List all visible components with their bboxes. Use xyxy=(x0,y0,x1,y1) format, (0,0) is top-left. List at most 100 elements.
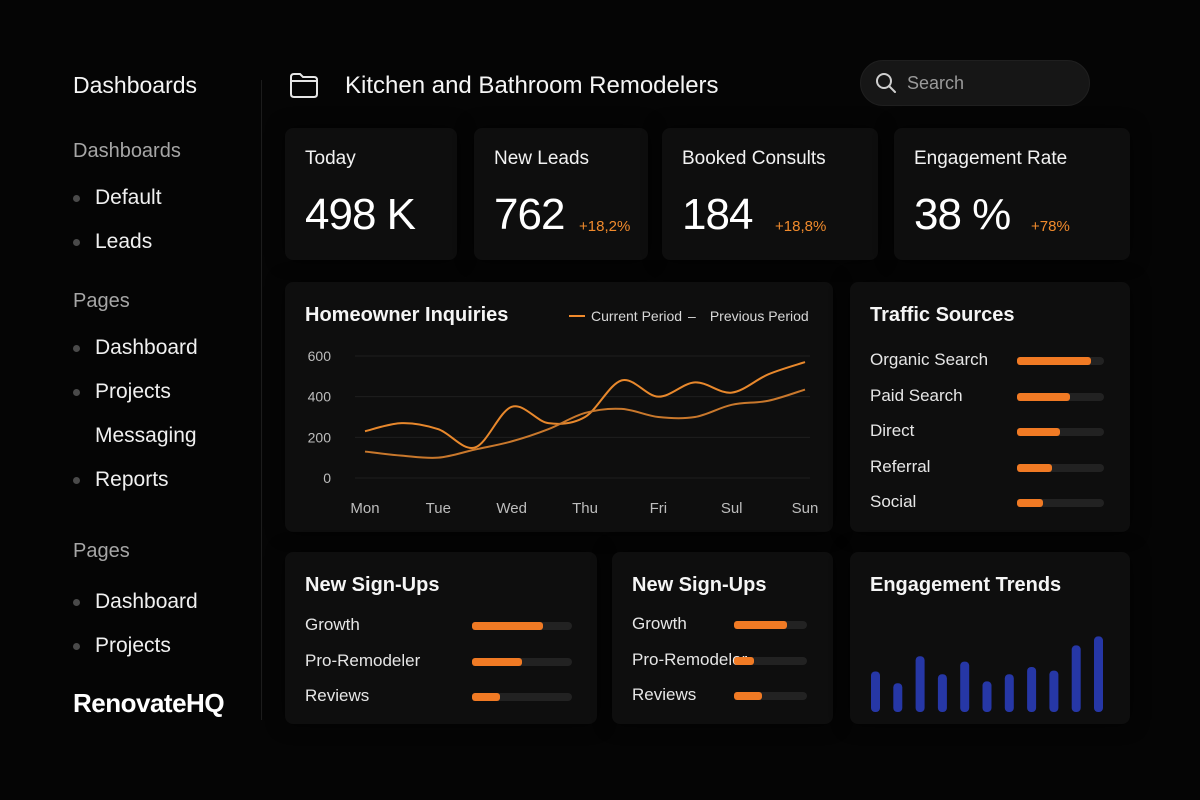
x-tick-label: Mon xyxy=(350,500,379,517)
sidebar-item-default[interactable]: Default xyxy=(73,184,162,212)
sidebar-item-dashboard[interactable]: Dashboard xyxy=(73,334,198,362)
kpi-card-new-leads: New Leads 762 +18,2% xyxy=(474,128,648,260)
sidebar-item-label: Leads xyxy=(95,230,153,253)
sidebar-item-label: Default xyxy=(95,186,162,209)
bar-label: Social xyxy=(870,492,917,511)
bullet-icon xyxy=(73,642,80,650)
traffic-title: Traffic Sources xyxy=(870,304,1015,326)
bar-fill xyxy=(1017,392,1071,401)
bar-fill xyxy=(734,692,762,700)
engagement-card: Engagement Trends xyxy=(850,552,1130,724)
engagement-bar xyxy=(1027,667,1037,712)
bar-label: Growth xyxy=(305,615,360,634)
bar-fill xyxy=(734,621,787,629)
sidebar-section-pages: Pages xyxy=(73,290,130,312)
kpi-delta: +18,2% xyxy=(579,218,631,235)
bar-track xyxy=(472,657,572,666)
inquiries-title: Homeowner Inquiries xyxy=(305,304,509,326)
bar-fill xyxy=(1017,499,1044,507)
sidebar-item-reports[interactable]: Reports xyxy=(73,466,169,494)
kpi-value: 38 % xyxy=(914,190,1011,239)
engagement-bar xyxy=(871,671,880,712)
bar-fill xyxy=(472,622,543,630)
inquiries-card: Homeowner Inquiries Current Period – Pre… xyxy=(285,282,833,532)
x-tick-label: Sun xyxy=(792,500,819,517)
bar-label: Reviews xyxy=(632,685,697,704)
kpi-label: Today xyxy=(305,148,356,169)
traffic-card: Traffic Sources Organic Search Paid Searc… xyxy=(850,282,1130,532)
kpi-label: Engagement Rate xyxy=(914,148,1068,169)
brand-logo: RenovateHQ xyxy=(73,688,225,718)
bar-track xyxy=(472,622,572,630)
legend-separator: – xyxy=(688,308,696,324)
kpi-delta: +78% xyxy=(1031,218,1070,235)
kpi-value: 184 xyxy=(682,190,753,239)
search-icon xyxy=(876,73,896,93)
legend-swatch xyxy=(569,315,585,317)
bar-track xyxy=(472,693,572,701)
signups-card-1: New Sign-Ups Growth Pro-Remodeler Reviews xyxy=(285,552,597,724)
signups-title: New Sign-Ups xyxy=(305,574,440,596)
engagement-bar xyxy=(893,683,903,712)
sidebar-item-projects-2[interactable]: Projects xyxy=(73,632,171,660)
page-title: Kitchen and Bathroom Remodelers xyxy=(345,72,719,99)
engagement-bar xyxy=(1049,670,1059,712)
engagement-title: Engagement Trends xyxy=(870,574,1062,596)
sidebar-divider xyxy=(261,80,262,720)
sidebar-item-label: Dashboard xyxy=(95,590,198,613)
y-tick-label: 400 xyxy=(308,389,332,405)
x-tick-label: Thu xyxy=(572,500,598,517)
sidebar-section-dashboards: Dashboards xyxy=(73,140,181,162)
bar-label: Direct xyxy=(870,421,915,440)
kpi-card-engagement-rate: Engagement Rate 38 % +78% xyxy=(894,128,1130,260)
search-bar[interactable] xyxy=(860,60,1090,106)
sidebar-item-label: Projects xyxy=(95,380,171,403)
series-line-current xyxy=(364,361,806,449)
sidebar-item-messaging[interactable]: Messaging xyxy=(73,422,197,450)
bar-fill xyxy=(734,656,755,665)
kpi-card-booked-consults: Booked Consults 184 +18,8% xyxy=(662,128,878,260)
signups-card-2: New Sign-Ups Growth Pro-Remodeler Reviews xyxy=(612,552,833,724)
bullet-icon xyxy=(73,238,80,246)
engagement-bar xyxy=(1004,674,1014,712)
x-tick-label: Sul xyxy=(721,500,743,517)
bar-fill xyxy=(1017,357,1091,365)
bar-label: Pro-Remodeler xyxy=(632,649,748,669)
bullet-icon xyxy=(73,476,80,484)
engagement-bar-chart xyxy=(871,636,1103,712)
chart-legend: Current Period – Previous Period xyxy=(569,308,809,324)
engagement-bar xyxy=(982,681,992,712)
kpi-value: 762 xyxy=(494,190,565,239)
sidebar-item-label: Projects xyxy=(95,634,171,657)
bar-track xyxy=(1017,357,1104,365)
engagement-bar xyxy=(960,661,970,712)
y-tick-label: 200 xyxy=(308,429,332,445)
bar-fill xyxy=(1017,428,1060,436)
kpi-card-today: Today 498 K xyxy=(285,128,457,260)
legend-current: Current Period xyxy=(591,308,683,324)
sidebar-item-dashboard-2[interactable]: Dashboard xyxy=(73,588,198,616)
legend-previous: Previous Period xyxy=(709,308,809,324)
sidebar-item-leads[interactable]: Leads xyxy=(73,228,152,256)
engagement-bar xyxy=(1071,645,1081,712)
sidebar-item-label: Reports xyxy=(95,468,169,491)
engagement-bar xyxy=(1094,636,1103,712)
sidebar-item-label: Messaging xyxy=(95,424,197,447)
series-line-previous xyxy=(364,388,806,459)
bar-label: Pro-Remodeler xyxy=(305,650,421,670)
sidebar-item-projects[interactable]: Projects xyxy=(73,378,171,406)
kpi-label: Booked Consults xyxy=(682,148,826,169)
x-tick-label: Fri xyxy=(650,500,668,517)
bar-label: Paid Search xyxy=(870,385,963,405)
bullet-icon xyxy=(73,388,80,396)
bar-track xyxy=(1017,428,1104,436)
bar-track xyxy=(734,692,807,700)
sidebar-section-pages-2: Pages xyxy=(73,540,130,562)
bar-track xyxy=(734,621,807,629)
x-tick-label: Wed xyxy=(496,500,527,517)
search-input[interactable] xyxy=(907,72,1077,94)
inquiries-line-chart: 600 400 200 0 Mon Tue Wed Thu Fri Sul Sun xyxy=(308,348,819,517)
kpi-label: New Leads xyxy=(494,148,590,169)
bar-fill xyxy=(472,657,522,666)
bar-fill xyxy=(1017,463,1052,472)
